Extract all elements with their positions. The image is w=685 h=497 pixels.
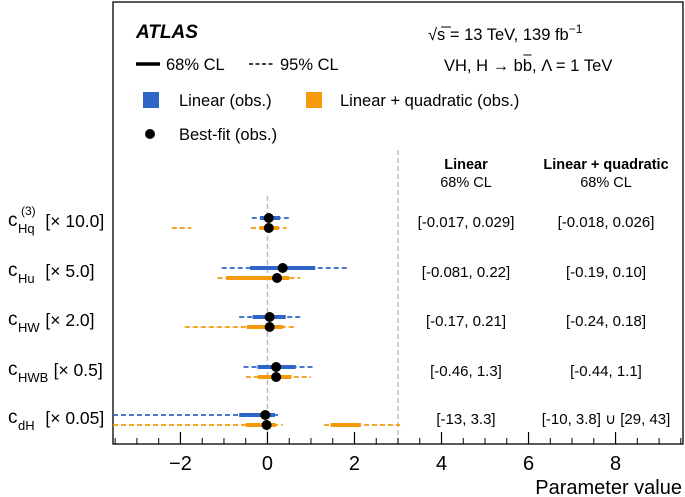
experiment-label: ATLAS [135, 22, 198, 43]
parameter-scale: [× 5.0] [45, 261, 94, 281]
quadratic-column-title: Linear + quadratic [543, 157, 668, 173]
linear-column-title: Linear [444, 157, 488, 173]
linear-bestfit-point [277, 263, 288, 273]
legend-bestfit-marker [145, 129, 155, 139]
parameter-symbol: c [8, 210, 18, 231]
linear-interval-text: [-0.46, 1.3] [430, 363, 502, 380]
quadratic-column-subtitle: 68% CL [580, 175, 632, 191]
legend-block: ATLAS 68% CL 95% CL Linear (obs.) Linear… [135, 22, 519, 144]
x-tick-label: 0 [262, 453, 273, 475]
linear-column-subtitle: 68% CL [440, 175, 492, 191]
x-tick-label: 4 [436, 453, 447, 475]
linear-bestfit-point [264, 312, 275, 322]
parameter-symbol: c [8, 260, 18, 281]
quadratic-interval-text: [-10, 3.8] ∪ [29, 43] [542, 411, 671, 428]
quadratic-interval-text: [-0.24, 0.18] [566, 313, 646, 330]
x-tick-label: 6 [523, 453, 534, 475]
legend-68-label: 68% CL [166, 56, 225, 74]
linear-interval-text: [-13, 3.3] [436, 411, 495, 428]
data-marks [113, 213, 401, 430]
legend-quadratic-label: Linear + quadratic (obs.) [340, 92, 519, 110]
parameter-subscript: HW [18, 320, 40, 335]
parameter-scale: [× 0.05] [45, 408, 104, 428]
legend-bestfit-label: Best-fit (obs.) [179, 126, 277, 144]
parameter-label: c Hu [× 5.0] [8, 260, 95, 286]
parameter-label: c Hq (3) [× 10.0] [8, 204, 104, 236]
quadratic-interval-text: [-0.44, 1.1] [570, 363, 642, 380]
x-tick-label: −2 [169, 453, 192, 475]
linear-interval-text: [-0.081, 0.22] [422, 264, 510, 281]
linear-bestfit-point [260, 410, 271, 420]
process-label: VH, H → bb, Λ = 1 TeV [444, 57, 612, 75]
column-headers: Linear 68% CL Linear + quadratic 68% CL [440, 157, 668, 191]
parameter-subscript: Hu [18, 271, 35, 286]
linear-bestfit-point [271, 362, 282, 372]
legend-quadratic-swatch [306, 92, 322, 108]
quadratic-bestfit-point [264, 322, 275, 332]
quadratic-interval-text: [-0.018, 0.026] [558, 214, 655, 231]
parameter-scale: [× 10.0] [45, 211, 104, 231]
guide-lines [266, 150, 399, 444]
quadratic-bestfit-point [272, 273, 283, 283]
parameter-label: c HW [× 2.0] [8, 309, 95, 335]
parameter-symbol: c [8, 309, 18, 330]
quadratic-bestfit-point [271, 372, 282, 382]
legend-linear-swatch [143, 92, 159, 108]
parameter-label: c dH [× 0.05] [8, 407, 104, 433]
parameter-label: c HWB [× 0.5] [8, 359, 103, 385]
conditions-block: √s = 13 TeV, 139 fb−1 VH, H → bb, Λ = 1 … [428, 22, 612, 75]
parameter-subscript: dH [18, 418, 35, 433]
interval-values: [-0.017, 0.029] [-0.018, 0.026] [-0.081, 0… [418, 214, 671, 428]
parameter-subscript: Hq [18, 221, 35, 236]
quadratic-bestfit-point [261, 420, 272, 430]
parameter-superscript: (3) [21, 204, 36, 218]
linear-bestfit-point [263, 213, 274, 223]
parameter-scale: [× 2.0] [45, 310, 94, 330]
parameter-symbol: c [8, 407, 18, 428]
quadratic-bestfit-point [263, 223, 274, 233]
legend-linear-label: Linear (obs.) [179, 92, 272, 110]
legend-95-label: 95% CL [280, 56, 339, 74]
parameter-labels: c Hq(3) [× 10.0]c Hu [× 5.0]c HW [× 2.0]c HWB [×… [8, 204, 104, 433]
x-tick-label: 2 [349, 453, 360, 475]
parameter-scale: [× 0.5] [54, 360, 103, 380]
linear-interval-text: [-0.17, 0.21] [426, 313, 506, 330]
x-tick-label: 8 [610, 453, 621, 475]
energy-label: √s = 13 TeV, 139 fb−1 [428, 22, 583, 44]
parameter-subscript: HWB [18, 370, 48, 385]
linear-interval-text: [-0.017, 0.029] [418, 214, 515, 231]
x-axis-label: Parameter value [535, 477, 682, 497]
x-axis: −2 0 2 4 6 8 [114, 432, 682, 475]
quadratic-interval-text: [-0.19, 0.10] [566, 264, 646, 281]
parameter-symbol: c [8, 359, 18, 380]
